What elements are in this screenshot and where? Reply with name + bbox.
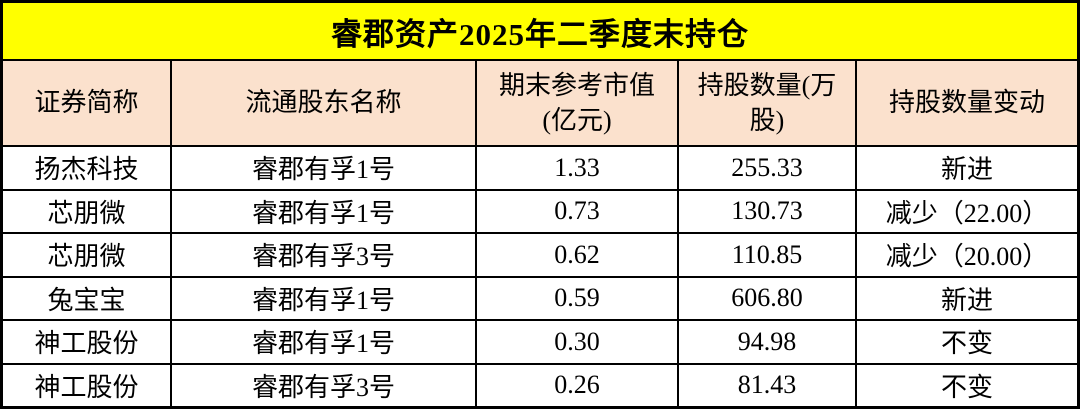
cell-security-name: 神工股份 [3, 364, 170, 406]
cell-shares-held: 130.73 [679, 190, 855, 232]
cell-shareholder-name: 睿郡有孚1号 [172, 147, 475, 189]
cell-security-name: 扬杰科技 [3, 147, 170, 189]
column-header-security-name: 证券简称 [3, 61, 170, 145]
cell-market-value: 0.26 [477, 364, 677, 406]
cell-shareholder-name: 睿郡有孚1号 [172, 321, 475, 363]
cell-shares-change: 减少（22.00） [857, 190, 1077, 232]
cell-shares-change: 减少（20.00） [857, 234, 1077, 276]
cell-security-name: 芯朋微 [3, 234, 170, 276]
cell-security-name: 神工股份 [3, 321, 170, 363]
column-header-shareholder-name: 流通股东名称 [172, 61, 475, 145]
column-header-shares-change: 持股数量变动 [857, 61, 1077, 145]
cell-market-value: 0.62 [477, 234, 677, 276]
cell-shares-change: 新进 [857, 277, 1077, 319]
cell-shares-change: 不变 [857, 364, 1077, 406]
table-title: 睿郡资产2025年二季度末持仓 [3, 3, 1077, 59]
cell-security-name: 兔宝宝 [3, 277, 170, 319]
cell-shareholder-name: 睿郡有孚3号 [172, 234, 475, 276]
cell-shareholder-name: 睿郡有孚1号 [172, 190, 475, 232]
cell-shares-change: 不变 [857, 321, 1077, 363]
cell-shares-held: 94.98 [679, 321, 855, 363]
column-header-shares-held: 持股数量(万 股) [679, 61, 855, 145]
cell-shares-held: 110.85 [679, 234, 855, 276]
column-header-market-value: 期末参考市值 (亿元) [477, 61, 677, 145]
cell-market-value: 0.30 [477, 321, 677, 363]
cell-market-value: 0.73 [477, 190, 677, 232]
cell-security-name: 芯朋微 [3, 190, 170, 232]
cell-shares-held: 255.33 [679, 147, 855, 189]
cell-market-value: 1.33 [477, 147, 677, 189]
cell-market-value: 0.59 [477, 277, 677, 319]
cell-shares-held: 81.43 [679, 364, 855, 406]
cell-shares-held: 606.80 [679, 277, 855, 319]
cell-shareholder-name: 睿郡有孚1号 [172, 277, 475, 319]
cell-shares-change: 新进 [857, 147, 1077, 189]
cell-shareholder-name: 睿郡有孚3号 [172, 364, 475, 406]
